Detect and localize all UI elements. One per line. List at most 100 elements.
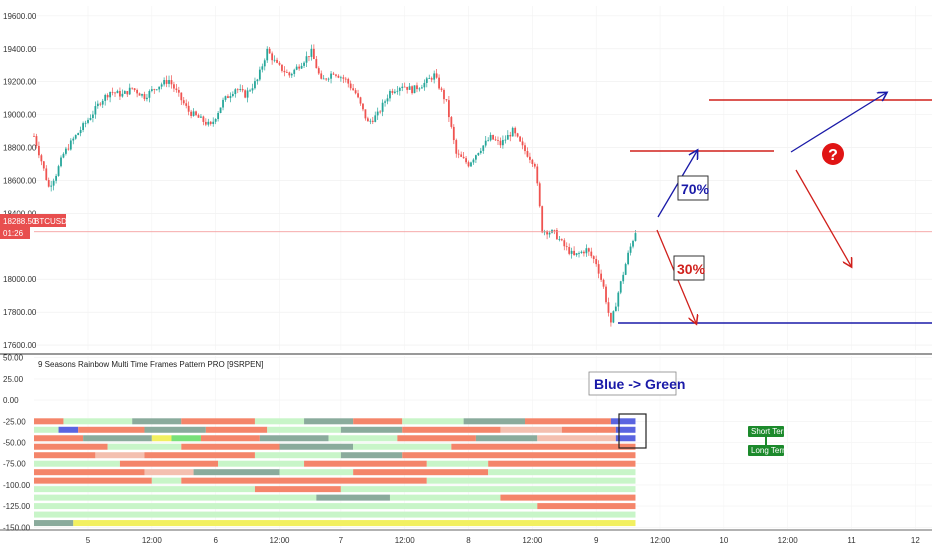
highlight-box [618,413,647,449]
heatmap-segment [34,460,120,467]
countdown-tag-box [0,227,30,239]
candle-body [438,77,440,89]
price-tick-label: 19400.00 [3,45,37,54]
heatmap-segment [107,443,182,450]
candle-body [337,75,340,78]
candle-body [227,96,229,99]
candle-body [452,126,455,141]
candle-body [67,148,70,150]
candle-body [121,93,124,97]
candle-body [384,101,386,103]
candle-body [435,73,438,78]
candle-body [300,65,303,69]
candle-body [45,168,48,181]
candle-body [249,90,251,92]
heatmap-segment [34,452,96,459]
candle-body [607,302,610,313]
candle-body [219,107,222,113]
heatmap-segment [63,418,133,425]
candle-body [381,102,384,112]
candle-body [396,90,399,92]
time-tick-label: 12:00 [269,536,290,545]
candle-body [418,88,421,90]
candle-body [104,94,107,101]
candle-body [556,230,558,240]
heatmap-segment [78,426,145,433]
candle-body [187,105,190,112]
candle-body [627,252,630,265]
candle-body [425,78,428,83]
candle-body [460,154,463,157]
time-tick-label: 5 [86,536,91,545]
price-tag-box [0,214,66,227]
heatmap-segment [34,469,145,476]
candle-body [308,56,310,58]
candle-body [148,91,151,98]
time-tick-label: 8 [466,536,471,545]
heatmap-segment [304,418,354,425]
candle-body [244,90,247,98]
candle-body [332,73,335,75]
time-tick-label: 10 [719,536,728,545]
candle-body [126,91,129,95]
candle-body [173,84,175,89]
candle-body [470,162,472,167]
candle-body [52,180,55,186]
candle-body [536,166,539,184]
candle-body [467,162,470,167]
heatmap-segment [488,469,636,476]
candle-body [47,180,50,187]
candle-body [632,240,634,247]
candle-body [369,120,372,122]
blue-green-box [588,371,677,396]
time-tick-label: 7 [339,536,344,545]
short-term-tag-box [748,426,784,437]
heatmap-segment [34,477,152,484]
candle-body [366,118,369,122]
candle-body [116,90,119,94]
down-prob-label: 30% [677,261,706,277]
candle-body [546,231,548,235]
candle-body [190,111,193,116]
heatmap-segment [144,469,194,476]
candle-body [398,87,401,91]
indicator-tick-label: 25.00 [3,375,24,384]
candle-body [374,115,377,122]
heatmap-segment [34,511,636,518]
candle-body [258,69,261,80]
price-tags: 18288.50 BTCUSDT 01:26 [0,214,72,239]
heatmap-segment [537,503,636,510]
candle-body [268,48,271,54]
candle-body [364,109,367,119]
candle-body [511,127,514,137]
candle-body [560,239,563,241]
indicator-tick-label: -75.00 [3,460,26,469]
candle-body [472,159,475,163]
heatmap-segment [615,435,636,442]
candle-body [263,60,266,67]
candle-body [450,117,453,127]
time-tick-label: 12:00 [778,536,799,545]
candle-body [276,59,278,63]
candle-body [305,56,308,63]
candle-body [261,66,264,70]
candle-body [347,78,350,84]
candles [33,44,637,327]
candle-body [119,90,121,97]
candle-body [499,140,502,146]
candle-body [38,145,40,156]
heatmap-segment [254,486,341,493]
up-prob-box [677,175,709,201]
time-tick-label: 9 [594,536,599,545]
price-tick-label: 17800.00 [3,308,37,317]
heatmap-segment [95,452,145,459]
heatmap-segment [259,435,329,442]
heatmap-segment [525,418,611,425]
candle-body [241,89,244,91]
blue-green-label: Blue -> Green [594,376,685,392]
candle-body [352,88,355,91]
heatmap-segment [426,477,636,484]
price-tick-label: 18600.00 [3,176,37,185]
candle-body [516,133,519,137]
heatmap-segment [34,494,317,501]
